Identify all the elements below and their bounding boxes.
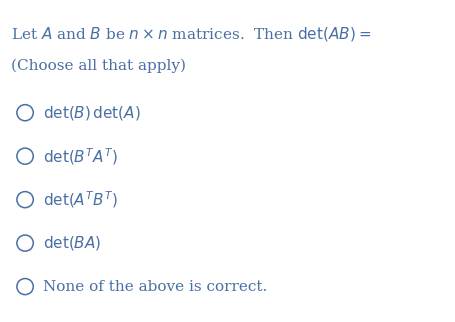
Text: Let $A$ and $B$ be $n \times n$ matrices.  Then $\mathrm{det}(AB) =$: Let $A$ and $B$ be $n \times n$ matrices… xyxy=(11,25,371,43)
Text: $\mathrm{det}(BA)$: $\mathrm{det}(BA)$ xyxy=(43,234,101,252)
Text: $\mathrm{det}(A^T B^T)$: $\mathrm{det}(A^T B^T)$ xyxy=(43,189,118,210)
Text: None of the above is correct.: None of the above is correct. xyxy=(43,279,267,294)
Text: (Choose all that apply): (Choose all that apply) xyxy=(11,59,186,73)
Text: $\mathrm{det}(B)\,\mathrm{det}(A)$: $\mathrm{det}(B)\,\mathrm{det}(A)$ xyxy=(43,104,141,122)
Text: $\mathrm{det}(B^T A^T)$: $\mathrm{det}(B^T A^T)$ xyxy=(43,146,118,166)
